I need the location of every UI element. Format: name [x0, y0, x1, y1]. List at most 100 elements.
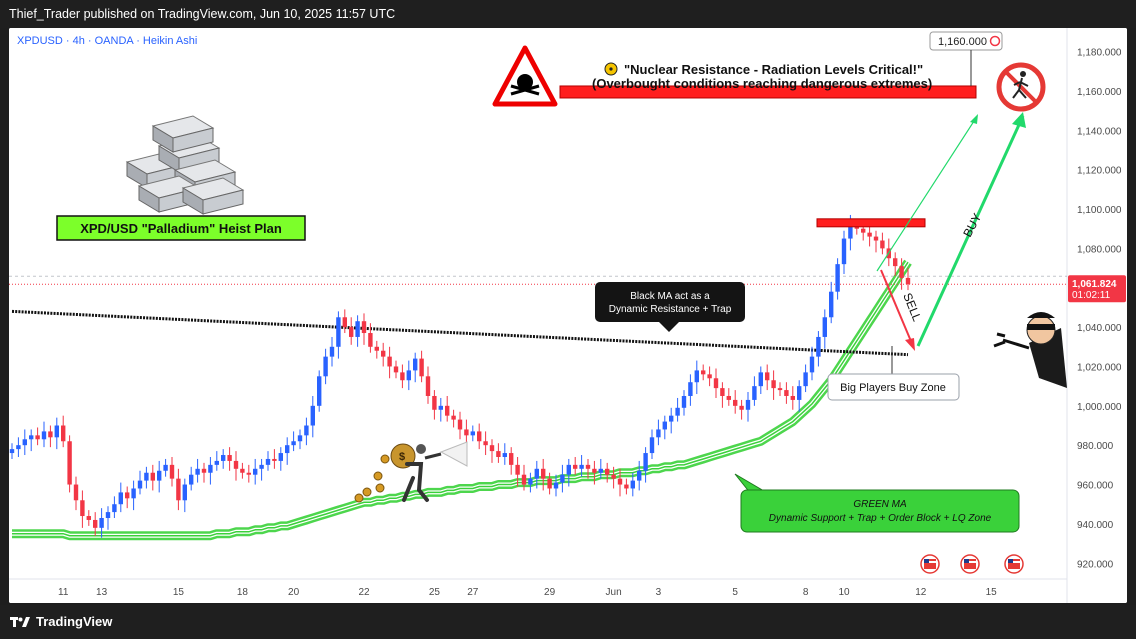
candle-body — [861, 228, 866, 233]
chart-panel[interactable]: 1,180.000 1,160.000 1,140.000 1,120.000 1,10… — [9, 28, 1127, 603]
candle-body — [227, 455, 232, 461]
candle-body — [617, 478, 623, 485]
thief-arm — [424, 452, 442, 460]
buy-arrow-head — [1012, 112, 1026, 128]
candle-body — [9, 449, 15, 454]
candle-body — [579, 464, 584, 469]
candle-body — [246, 472, 251, 475]
chart-svg[interactable]: 1,180.000 1,160.000 1,140.000 1,120.000 1,10… — [9, 28, 1127, 603]
candle-body — [566, 464, 571, 475]
x-tick-label: 25 — [429, 587, 441, 598]
black-ma-callout: Black MA act as a Dynamic Resistance + Tr… — [595, 282, 745, 332]
candle-body — [611, 474, 616, 479]
candle-body — [131, 488, 136, 499]
y-tick-label: 1,020.000 — [1077, 362, 1122, 373]
candle-body — [707, 374, 712, 379]
candle-body — [771, 380, 776, 389]
thief-head — [416, 444, 426, 454]
candle-body — [99, 517, 104, 528]
candle-body — [509, 453, 514, 465]
candle-body — [541, 468, 546, 479]
price-tag-box — [929, 31, 1003, 51]
heist-title-bg — [56, 215, 306, 241]
us-flag-stripe-white — [924, 561, 936, 563]
us-flag-canton — [924, 559, 929, 563]
candle-body — [310, 405, 315, 426]
radiation-icon-core — [609, 67, 613, 71]
candle-body — [93, 519, 98, 528]
candle-body — [240, 468, 245, 473]
candle-body — [528, 478, 533, 485]
candle-body — [829, 291, 834, 318]
candle-body — [899, 266, 904, 278]
candle-body — [643, 453, 648, 471]
candle-body — [598, 468, 603, 473]
y-tick-label: 1,120.000 — [1077, 166, 1122, 177]
candle-body — [797, 386, 802, 400]
silver-bar-front — [202, 189, 244, 215]
candle-body — [48, 431, 53, 438]
x-tick-label: 5 — [732, 587, 738, 598]
candle-body — [291, 441, 296, 446]
x-tick-label: 10 — [838, 587, 850, 598]
candle-body — [752, 386, 757, 400]
candle-body — [105, 512, 111, 518]
coin-icon — [380, 454, 390, 464]
candle-body — [214, 460, 219, 465]
no-entry-figure-body — [1012, 77, 1029, 99]
x-tick-label: 13 — [96, 587, 108, 598]
candle-body — [329, 346, 335, 357]
candle-body — [150, 472, 155, 481]
candle-body — [470, 431, 475, 436]
candle-body — [368, 333, 373, 347]
candle-body — [605, 468, 610, 475]
x-tick-label: 18 — [237, 587, 249, 598]
no-entry-slash — [1004, 70, 1038, 104]
candle-body — [163, 464, 168, 471]
thief-body — [402, 462, 429, 502]
candle-body — [688, 382, 693, 396]
masked-thief-cap — [1027, 312, 1055, 318]
us-flag-stripes — [964, 559, 976, 569]
candle-body — [656, 429, 661, 438]
candle-body — [137, 480, 143, 489]
candle-body — [118, 492, 123, 505]
buy-zone-label: Big Players Buy Zone — [840, 382, 946, 394]
black-ma-callout-line2: Dynamic Resistance + Trap — [609, 304, 732, 315]
coin-icon — [373, 471, 383, 481]
candle-body — [208, 464, 213, 473]
candle-body — [739, 405, 744, 410]
candle-body — [86, 516, 91, 520]
candle-body — [374, 346, 379, 351]
candle-body — [905, 277, 911, 285]
candle-body — [669, 415, 674, 422]
publish-line: Thief_Trader published on TradingView.co… — [9, 7, 396, 21]
green-ma-callout-line2: Dynamic Support + Trap + Order Block + L… — [769, 513, 992, 524]
candle-body — [745, 399, 751, 410]
candle-body — [381, 350, 386, 357]
y-tick-label: 1,180.000 — [1077, 48, 1122, 59]
candle-body — [489, 445, 495, 452]
thief-flashlight-icon: $ — [354, 441, 468, 503]
tradingview-icon — [10, 616, 30, 627]
publish-bar: Thief_Trader published on TradingView.co… — [0, 0, 1136, 28]
x-tick-label: 11 — [58, 587, 69, 598]
y-tick-label: 1,100.000 — [1077, 205, 1122, 216]
candle-body — [259, 464, 264, 469]
candle-body — [534, 468, 539, 479]
y-tick-label: 1,080.000 — [1077, 244, 1122, 255]
tradingview-logo[interactable]: TradingView — [10, 614, 112, 629]
silver-bar-front — [172, 127, 214, 153]
candle-body — [848, 224, 853, 239]
candle-body — [720, 388, 725, 396]
no-entry-figure-head — [1020, 71, 1026, 77]
symbol-legend[interactable]: XPDUSD · 4h · OANDA · Heikin Ashi — [17, 35, 198, 47]
masked-thief-icon — [993, 312, 1067, 388]
x-tick-label: 22 — [358, 587, 370, 598]
candle-body — [272, 458, 277, 461]
candle-body — [873, 236, 879, 241]
black-ma-callout-box — [595, 282, 745, 322]
candle-body — [355, 321, 360, 337]
candle-body — [592, 468, 597, 473]
candle-body — [317, 376, 322, 406]
